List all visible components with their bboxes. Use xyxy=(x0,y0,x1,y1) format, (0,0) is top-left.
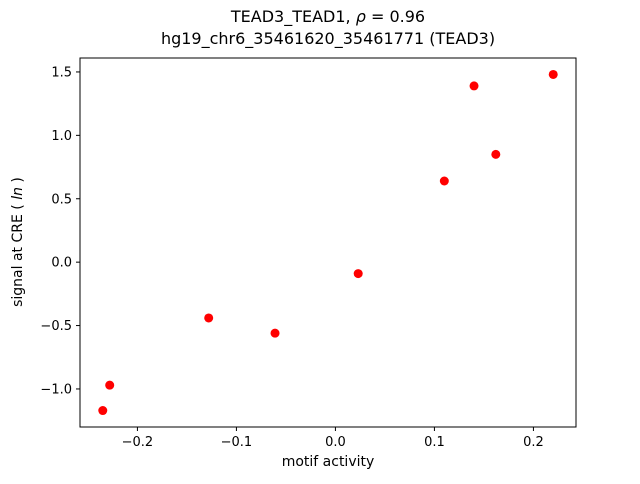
data-point xyxy=(469,81,479,91)
y-tick-label: 0.0 xyxy=(51,256,72,271)
axes-spines xyxy=(79,57,577,428)
x-tick-label: 0.1 xyxy=(424,435,445,450)
axis-ticks: −0.2 −0.1 0.0 0.1 0.2 −1.0 −0.5 0.0 0.5 1.0 1.5 xyxy=(40,65,543,450)
data-point xyxy=(439,176,449,186)
y-tick-label: −0.5 xyxy=(40,319,72,334)
y-label-pre: signal at CRE ( xyxy=(10,204,26,307)
x-tick-label: −0.2 xyxy=(122,435,154,450)
y-tick-label: 1.0 xyxy=(51,129,72,144)
x-tick-label: −0.1 xyxy=(221,435,253,450)
y-tick-label: 0.5 xyxy=(51,192,72,207)
x-tick-label: 0.2 xyxy=(523,435,544,450)
title-line1-post: = 0.96 xyxy=(371,7,425,26)
y-axis-label: signal at CRE ( ln ) xyxy=(10,177,26,307)
y-label-post: ) xyxy=(10,177,26,182)
data-point xyxy=(548,69,558,79)
data-points xyxy=(98,69,558,416)
data-point xyxy=(270,328,280,338)
data-point xyxy=(491,149,501,159)
y-tick-label: 1.5 xyxy=(51,65,72,80)
data-point xyxy=(98,406,108,416)
y-tick-label: −1.0 xyxy=(40,382,72,397)
y-label-italic: ln xyxy=(10,187,26,200)
plot-title-line1: TEAD3_TEAD1, ρ = 0.96 xyxy=(230,7,425,27)
plot-background xyxy=(80,58,576,427)
data-point xyxy=(353,269,363,279)
data-point xyxy=(204,313,214,323)
x-axis-label: motif activity xyxy=(282,454,375,470)
title-line1-pre: TEAD3_TEAD1, xyxy=(230,7,356,27)
data-point xyxy=(105,380,115,390)
x-tick-label: 0.0 xyxy=(325,435,346,450)
title-line1-rho: ρ xyxy=(356,7,366,26)
plot-title-line2: hg19_chr6_35461620_35461771 (TEAD3) xyxy=(161,29,495,49)
